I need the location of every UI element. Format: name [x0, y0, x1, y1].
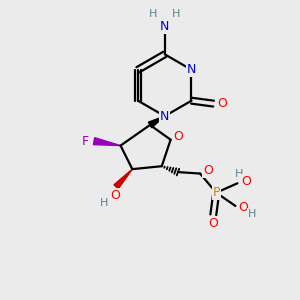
Polygon shape [94, 138, 121, 146]
Text: N: N [160, 110, 169, 123]
Text: P: P [212, 186, 220, 199]
Text: O: O [110, 188, 120, 202]
Text: O: O [217, 97, 227, 110]
Text: O: O [173, 130, 183, 143]
Text: H: H [248, 209, 256, 219]
Text: O: O [239, 201, 249, 214]
Text: O: O [203, 164, 213, 177]
Text: O: O [208, 217, 218, 230]
Text: F: F [82, 135, 89, 148]
Text: H: H [149, 9, 158, 19]
Text: H: H [172, 9, 180, 19]
Polygon shape [114, 169, 132, 189]
Polygon shape [148, 116, 165, 128]
Text: N: N [160, 20, 169, 33]
Text: H: H [100, 198, 109, 208]
Text: H: H [235, 169, 243, 179]
Text: N: N [187, 63, 196, 76]
Text: O: O [241, 175, 250, 188]
